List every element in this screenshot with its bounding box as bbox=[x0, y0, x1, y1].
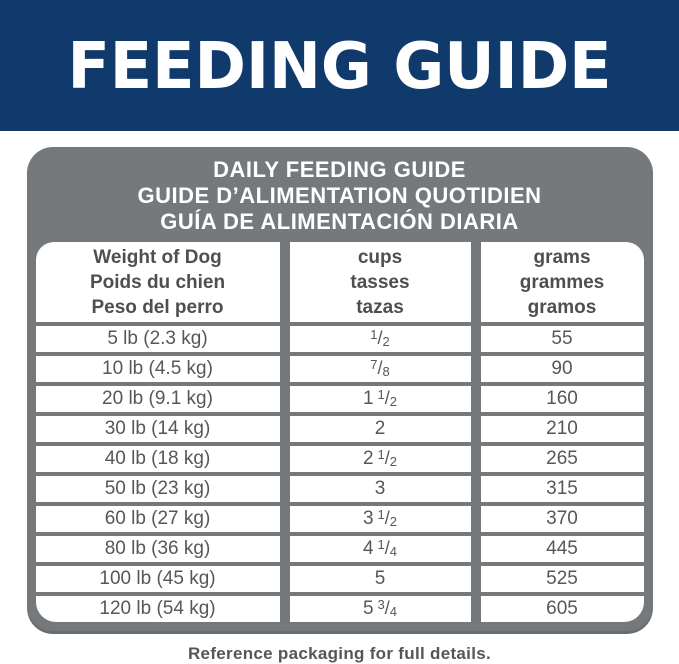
cups-cell: 4 1/4 bbox=[289, 536, 471, 562]
cups-cell: 2 1/2 bbox=[289, 446, 471, 472]
grams-cell: 315 bbox=[480, 476, 644, 502]
weight-cell: 40 lb (18 kg) bbox=[35, 446, 280, 472]
cups-cell: 3 1/2 bbox=[289, 506, 471, 532]
footnote: Reference packaging for full details. bbox=[187, 644, 491, 663]
weight-cell: 10 lb (4.5 kg) bbox=[35, 356, 280, 382]
cups-cell: 2 bbox=[289, 416, 471, 442]
grams-cell: 55 bbox=[480, 326, 644, 352]
weight-cell: 80 lb (36 kg) bbox=[35, 536, 280, 562]
daily-feeding-guide-panel: DAILY FEEDING GUIDE GUIDE D’ALIMENTATION… bbox=[26, 147, 653, 631]
cups-fraction: 1/4 bbox=[377, 537, 398, 559]
grams-cell: 90 bbox=[480, 356, 644, 382]
column-header-line: tazas bbox=[356, 296, 404, 318]
cups-cell: 7/8 bbox=[289, 356, 471, 382]
cups-cell: 1/2 bbox=[289, 326, 471, 352]
banner: FEEDING GUIDE bbox=[0, 0, 679, 131]
weight-cell: 60 lb (27 kg) bbox=[35, 506, 280, 532]
grams-cell: 605 bbox=[480, 596, 644, 622]
guide-header-line-en: DAILY FEEDING GUIDE bbox=[213, 157, 466, 182]
weight-cell: 5 lb (2.3 kg) bbox=[35, 326, 280, 352]
column-header-line: cups bbox=[357, 246, 403, 268]
column-header-line: grammes bbox=[519, 271, 605, 293]
cups-cell: 3 bbox=[289, 476, 471, 502]
guide-header-line-es: GUÍA DE ALIMENTACIÓN DIARIA bbox=[160, 209, 519, 234]
cups-cell: 1 1/2 bbox=[289, 386, 471, 412]
weight-cell: 120 lb (54 kg) bbox=[35, 596, 280, 622]
grams-cell: 525 bbox=[480, 566, 644, 592]
cups-fraction: 7/8 bbox=[370, 357, 390, 379]
column-header-line: gramos bbox=[527, 296, 597, 318]
guide-header-line-fr: GUIDE D’ALIMENTATION QUOTIDIEN bbox=[137, 183, 542, 208]
weight-cell: 50 lb (23 kg) bbox=[35, 476, 280, 502]
cups-fraction: 1/2 bbox=[377, 387, 398, 409]
cups-cell: 5 bbox=[289, 566, 471, 592]
column-header-weight: Weight of Dog Poids du chien Peso del pe… bbox=[35, 242, 280, 322]
cups-fraction: 3/4 bbox=[377, 597, 398, 619]
column-header-line: Poids du chien bbox=[89, 271, 226, 293]
grams-cell: 160 bbox=[480, 386, 644, 412]
column-header-line: Weight of Dog bbox=[93, 246, 222, 268]
grams-cell: 370 bbox=[480, 506, 644, 532]
column-header-line: Peso del perro bbox=[91, 296, 224, 318]
weight-cell: 100 lb (45 kg) bbox=[35, 566, 280, 592]
cups-fraction: 1/2 bbox=[377, 507, 398, 529]
weight-cell: 30 lb (14 kg) bbox=[35, 416, 280, 442]
page-title: FEEDING GUIDE bbox=[67, 27, 612, 104]
weight-cell: 20 lb (9.1 kg) bbox=[35, 386, 280, 412]
cups-cell: 5 3/4 bbox=[289, 596, 471, 622]
grams-cell: 210 bbox=[480, 416, 644, 442]
column-header-line: tasses bbox=[350, 271, 410, 293]
guide-header: DAILY FEEDING GUIDE GUIDE D’ALIMENTATION… bbox=[36, 154, 644, 242]
grams-cell: 265 bbox=[480, 446, 644, 472]
grams-cell: 445 bbox=[480, 536, 644, 562]
column-header-cups: cups tasses tazas bbox=[289, 242, 471, 322]
cups-fraction: 1/2 bbox=[377, 447, 398, 469]
column-header-line: grams bbox=[533, 246, 591, 268]
column-header-grams: grams grammes gramos bbox=[480, 242, 644, 322]
cups-fraction: 1/2 bbox=[370, 327, 390, 349]
feeding-table: Weight of Dog Poids du chien Peso del pe… bbox=[35, 242, 644, 622]
